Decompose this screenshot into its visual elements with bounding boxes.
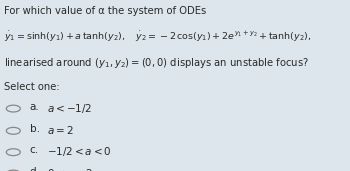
Text: c.: c. xyxy=(30,145,39,155)
Text: a.: a. xyxy=(30,102,40,112)
Text: $0 < a < 2$: $0 < a < 2$ xyxy=(47,167,93,171)
Text: $a < -1/2$: $a < -1/2$ xyxy=(47,102,92,115)
Text: $a = 2$: $a = 2$ xyxy=(47,124,74,136)
Text: For which value of α the system of ODEs: For which value of α the system of ODEs xyxy=(4,6,206,16)
Text: b.: b. xyxy=(30,124,40,134)
Text: $\dot{y}_1 = \mathrm{sinh}(y_1) + a\,\mathrm{tanh}(y_2),$$\quad \dot{y}_2 = -2\,: $\dot{y}_1 = \mathrm{sinh}(y_1) + a\,\ma… xyxy=(4,30,312,44)
Text: linearised around $(y_1, y_2) = (0, 0)$ displays an unstable focus?: linearised around $(y_1, y_2) = (0, 0)$ … xyxy=(4,56,309,70)
Text: d.: d. xyxy=(30,167,40,171)
Text: Select one:: Select one: xyxy=(4,82,60,92)
Text: $-1/2 < a < 0$: $-1/2 < a < 0$ xyxy=(47,145,112,158)
